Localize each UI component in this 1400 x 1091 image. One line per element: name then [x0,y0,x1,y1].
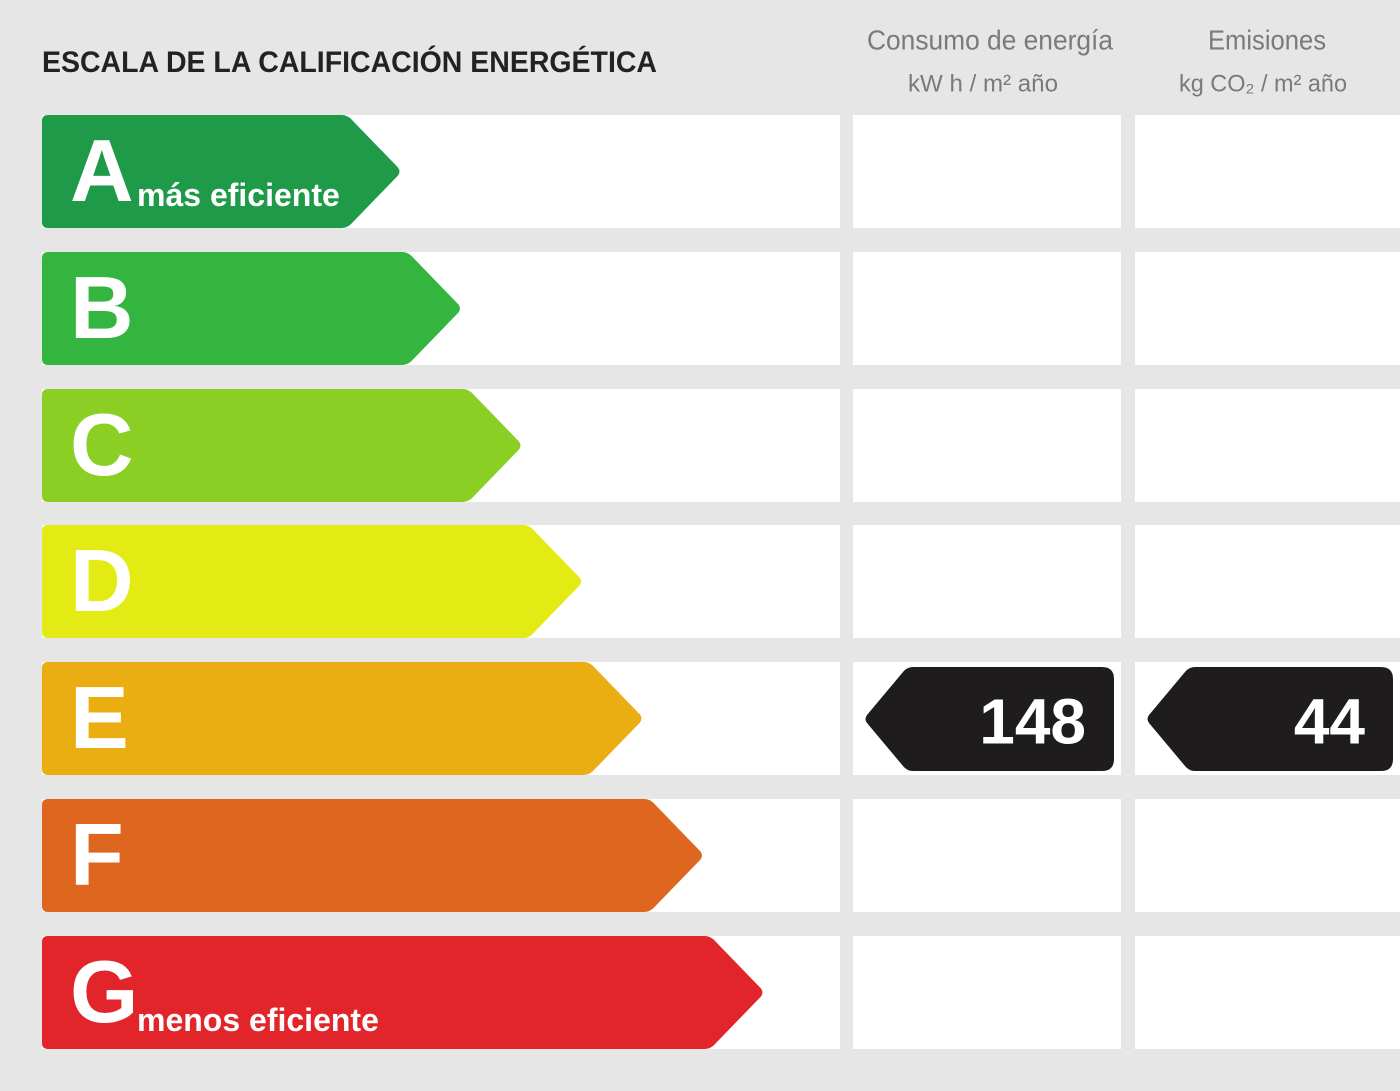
rating-letter: G [70,942,138,1041]
rating-arrow [42,252,460,365]
rating-letter: B [70,258,134,357]
value-badge [1147,667,1393,771]
rating-arrow [42,799,702,912]
value-panel [1135,389,1400,502]
rating-label: menos eficiente [137,1002,379,1038]
rating-arrow [42,936,763,1049]
value-panel [1135,252,1400,365]
rating-letter: D [70,531,134,630]
value-text: 44 [1294,685,1366,757]
rating-label: más eficiente [137,177,340,213]
value-panel [1135,936,1400,1049]
rating-letter: C [70,395,134,494]
value-panel [853,936,1121,1049]
rating-arrow [42,389,521,502]
rating-letter: E [70,668,129,767]
value-panel [853,252,1121,365]
rating-letter: F [70,805,124,904]
value-panel [853,389,1121,502]
value-panel [1135,799,1400,912]
value-panel [1135,115,1400,228]
rating-letter: A [70,121,134,220]
value-panel [853,115,1121,228]
column-unit: kW h / m² año [908,70,1058,97]
rating-arrow [42,662,642,775]
title: ESCALA DE LA CALIFICACIÓN ENERGÉTICA [42,45,657,79]
value-panel [853,525,1121,638]
value-badge [865,667,1114,771]
column-title: Emisiones [1208,24,1326,55]
column-title: Consumo de energía [867,24,1113,55]
value-text: 148 [979,685,1086,757]
rating-arrow [42,525,581,638]
value-panel [1135,525,1400,638]
column-unit: kg CO₂ / m² año [1179,70,1347,97]
value-panel [853,799,1121,912]
rating-arrow [42,115,400,228]
